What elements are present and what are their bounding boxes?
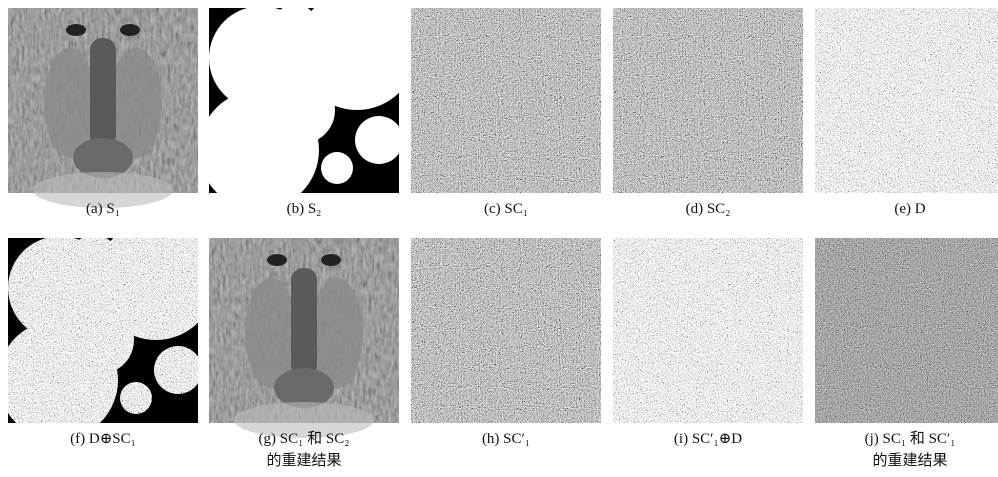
nose — [90, 38, 116, 148]
caption: (h) SC′₁ — [482, 431, 530, 447]
panel-image — [815, 8, 998, 193]
caption: (g) SC₁ 和 SC₂ — [259, 430, 350, 447]
eye — [267, 254, 287, 266]
noise-image — [613, 8, 803, 193]
caption: (f) D⊕SC₁ — [70, 431, 136, 447]
caption: (d) SC₂ — [686, 201, 731, 217]
panel-image — [209, 8, 399, 193]
eye — [66, 24, 86, 36]
panel-image — [411, 8, 601, 193]
noise-image — [613, 238, 803, 423]
panel-image — [8, 8, 198, 208]
nose — [291, 268, 317, 378]
caption: (c) SC₁ — [484, 201, 528, 217]
panel-image — [613, 238, 803, 423]
figure: (a) S₁ (b) S₂ (c) SC₁ (d) SC₂ (e) D (f) D⊕SC₁… — [0, 0, 998, 477]
noise-image — [411, 238, 601, 423]
caption: (i) SC′₁⊕D — [674, 431, 742, 447]
caption: 的重建结果 — [266, 452, 341, 469]
caption: (j) SC₁ 和 SC′₁ — [865, 430, 956, 447]
caption: (e) D — [894, 201, 925, 217]
caption: (a) S₁ — [86, 201, 120, 217]
noise-image — [411, 8, 601, 193]
caption: 的重建结果 — [872, 452, 947, 469]
eye — [120, 24, 140, 36]
eye — [321, 254, 341, 266]
caption: (b) S₂ — [287, 201, 322, 217]
panel-image — [8, 238, 198, 423]
panel-image — [613, 8, 803, 193]
panel-image — [411, 238, 601, 423]
noise-image — [815, 8, 998, 193]
noise-image — [815, 238, 998, 423]
panel-image — [815, 238, 998, 423]
panel-image — [209, 238, 399, 438]
